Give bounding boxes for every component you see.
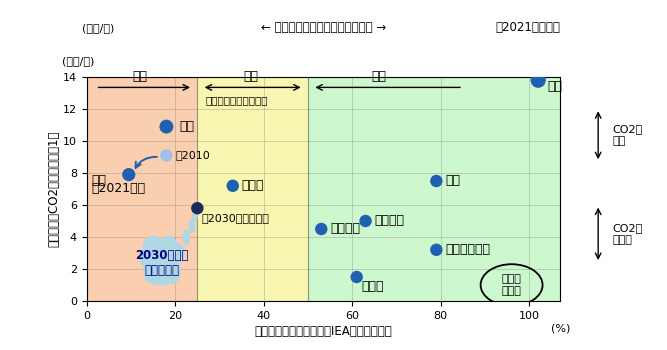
Point — [227, 183, 238, 189]
Text: フランス: フランス — [330, 223, 360, 236]
Text: 安全: 安全 — [372, 70, 386, 83]
Text: スウェーデン: スウェーデン — [445, 243, 490, 256]
Ellipse shape — [144, 264, 162, 284]
Text: 注意: 注意 — [243, 70, 258, 83]
Text: 【2021データ】: 【2021データ】 — [496, 21, 560, 34]
Ellipse shape — [162, 264, 179, 284]
Ellipse shape — [189, 219, 195, 232]
Ellipse shape — [140, 249, 153, 267]
Text: CO2が
少ない: CO2が 少ない — [612, 223, 642, 245]
Point — [316, 226, 327, 232]
Text: 日本: 日本 — [91, 175, 106, 188]
Ellipse shape — [193, 209, 197, 220]
Ellipse shape — [161, 236, 176, 254]
Text: CO2が
多い: CO2が 多い — [612, 125, 642, 146]
Point — [431, 247, 442, 253]
Ellipse shape — [171, 243, 184, 262]
Text: (%): (%) — [550, 323, 570, 333]
Text: （2030年の目標）: （2030年の目標） — [202, 213, 269, 223]
Ellipse shape — [143, 236, 163, 257]
Text: （2010: （2010 — [175, 150, 210, 160]
Point — [360, 218, 371, 224]
Point — [192, 205, 203, 211]
Text: 理想的
な位置: 理想的 な位置 — [502, 274, 522, 296]
Text: 危険: 危険 — [132, 70, 147, 83]
Text: インド: インド — [361, 280, 384, 293]
Bar — [308, 77, 560, 301]
Point — [161, 153, 171, 158]
Text: 中国: 中国 — [445, 175, 460, 188]
Text: (トン/年): (トン/年) — [82, 23, 114, 33]
Text: (トン/年): (トン/年) — [61, 56, 94, 66]
X-axis label: 一次エネルギー自給率（IEA基準）（課題: 一次エネルギー自給率（IEA基準）（課題 — [255, 325, 392, 338]
Point — [161, 124, 171, 130]
Text: 2030年でも
厳しいね！: 2030年でも 厳しいね！ — [135, 248, 189, 276]
Bar — [87, 77, 197, 301]
Ellipse shape — [144, 253, 179, 285]
Text: イギリス: イギリス — [374, 215, 404, 228]
Ellipse shape — [183, 230, 189, 244]
Text: 米国: 米国 — [547, 80, 562, 93]
Point — [533, 77, 544, 83]
Y-axis label: 一人当たりCO2排出量（課題1）: 一人当たりCO2排出量（課題1） — [47, 131, 60, 247]
Text: ドイツ: ドイツ — [241, 179, 264, 192]
Text: ← 国内資源なし　　国内資源活用 →: ← 国内資源なし 国内資源活用 → — [261, 21, 386, 34]
Point — [123, 172, 134, 177]
Bar — [197, 77, 308, 301]
Point — [352, 274, 362, 280]
Text: （安全保障上の区分）: （安全保障上の区分） — [206, 95, 268, 105]
Text: （2021年）: （2021年） — [91, 182, 145, 196]
Text: 韓国: 韓国 — [179, 120, 195, 133]
Point — [431, 178, 442, 184]
